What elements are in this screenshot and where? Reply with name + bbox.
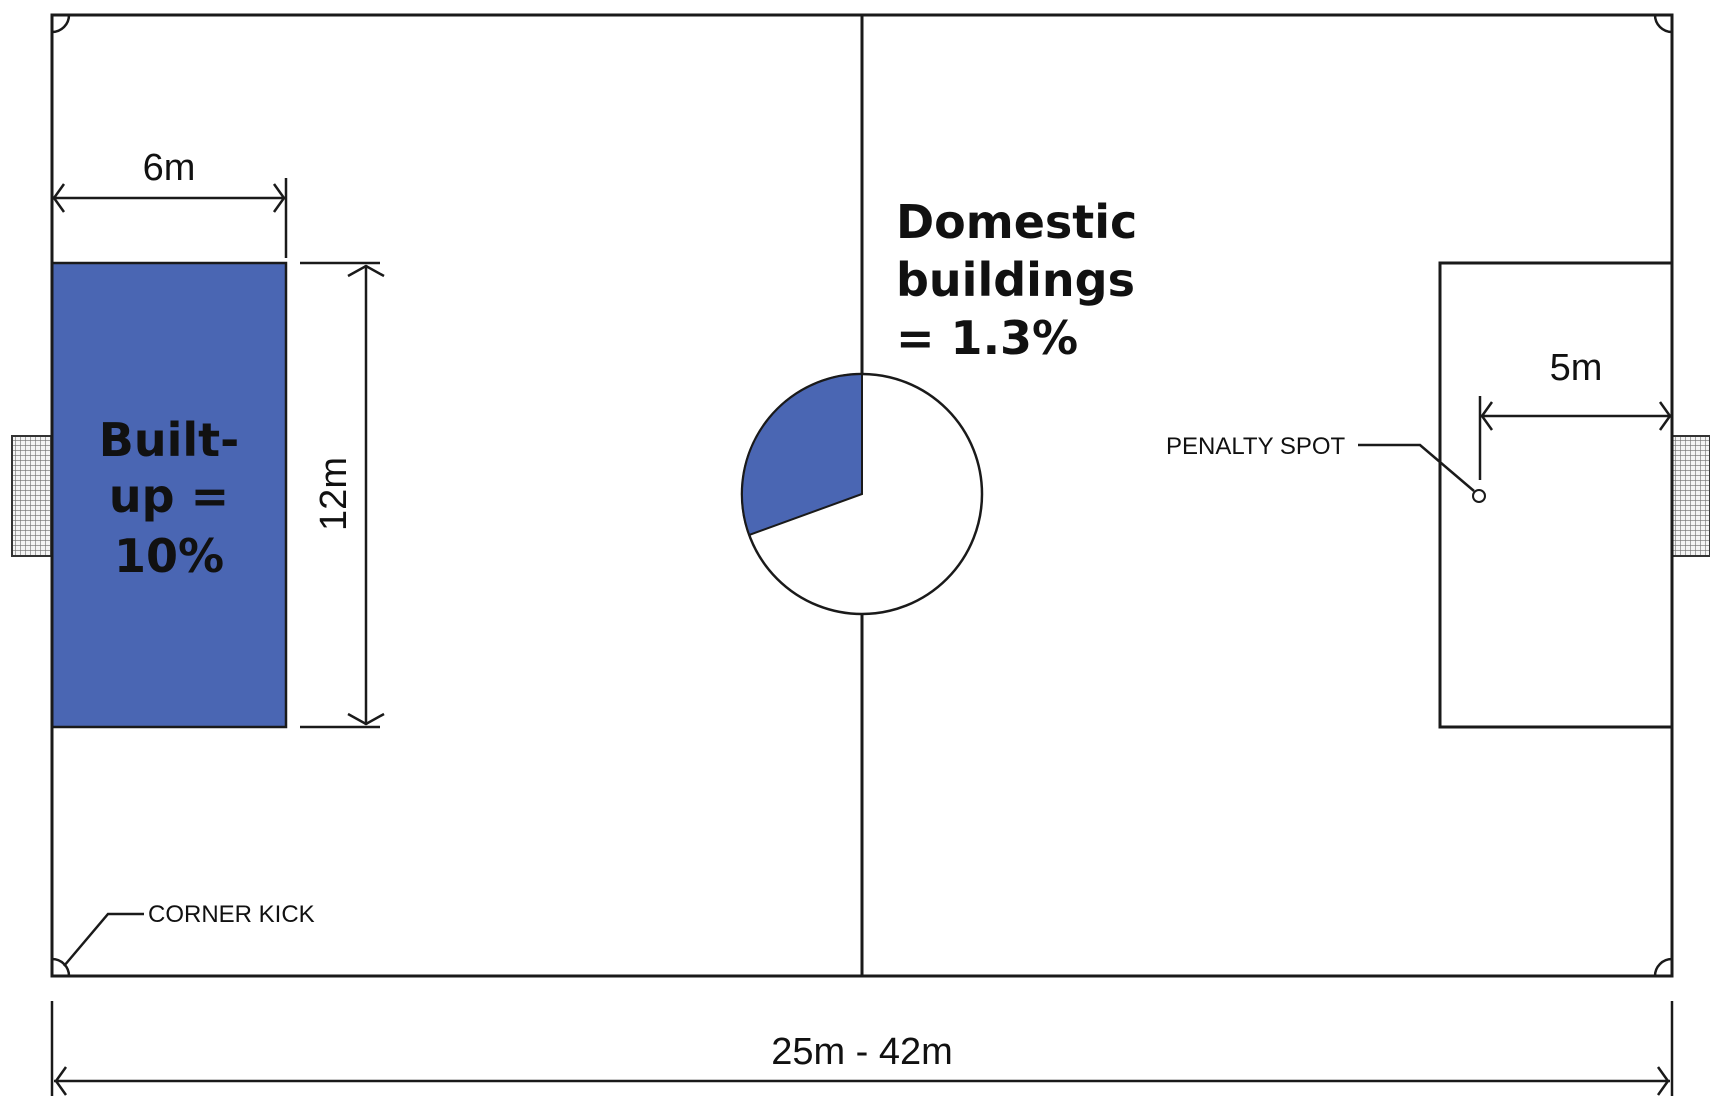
dimension-12m: 12m <box>300 261 385 729</box>
dimension-6m-label: 6m <box>143 147 196 189</box>
dimension-5m-label: 5m <box>1550 347 1603 389</box>
domestic-label-line1: Domestic <box>896 195 1137 249</box>
dimension-total-label: 25m - 42m <box>771 1031 953 1073</box>
left-goal-net <box>11 435 53 557</box>
domestic-label-line3: = 1.3% <box>896 311 1078 365</box>
builtup-label: Built- up = 10% <box>99 413 239 583</box>
corner-arc-bottom-left <box>51 957 71 977</box>
dimension-total-width: 25m - 42m <box>50 1001 1674 1096</box>
dimension-5m: 5m <box>1478 347 1672 480</box>
domestic-buildings-slice <box>741 372 863 537</box>
dimension-12m-label: 12m <box>313 457 355 531</box>
builtup-label-line3: 10% <box>114 529 224 583</box>
penalty-spot: PENALTY SPOT <box>1166 433 1486 503</box>
right-goal-net <box>1671 435 1710 557</box>
corner-kick-label: CORNER KICK <box>148 901 315 928</box>
domestic-label-line2: buildings <box>896 253 1135 307</box>
corner-arc-top-left <box>51 14 71 34</box>
builtup-area <box>50 261 288 729</box>
corner-kick-annotation: CORNER KICK <box>63 901 315 967</box>
domestic-label: Domestic buildings = 1.3% <box>896 195 1137 365</box>
corner-arc-bottom-right <box>1653 957 1673 977</box>
builtup-label-line1: Built- <box>99 413 239 467</box>
penalty-spot-label: PENALTY SPOT <box>1166 433 1346 460</box>
corner-arc-top-right <box>1653 14 1673 34</box>
dimension-6m: 6m <box>52 147 288 258</box>
right-penalty-box <box>1438 261 1674 729</box>
builtup-label-line2: up = <box>109 469 229 523</box>
